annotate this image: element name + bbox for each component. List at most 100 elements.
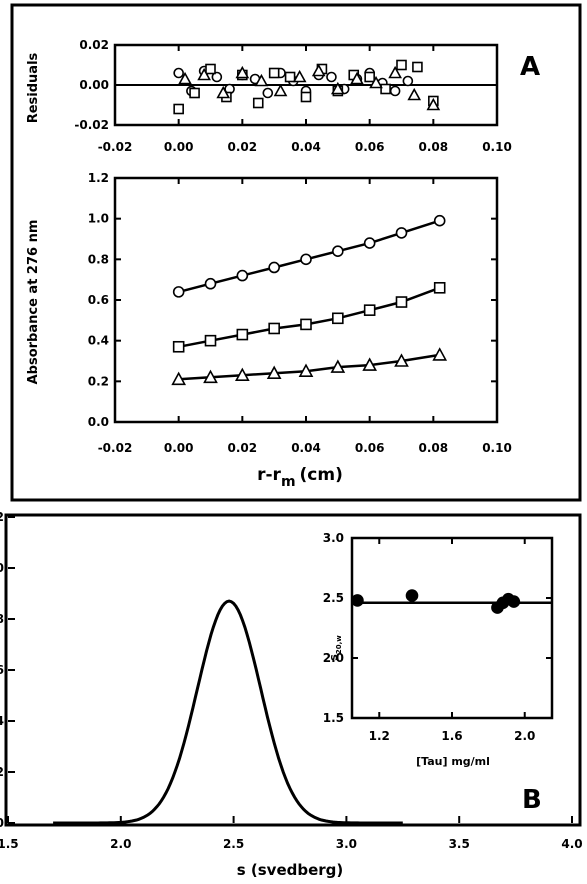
distribution-ytick-label: 6 bbox=[0, 663, 4, 677]
residuals-xtick-label: 0.10 bbox=[482, 140, 512, 154]
inset-xlabel: [Tau] mg/ml bbox=[416, 755, 490, 768]
inset-point bbox=[507, 595, 521, 608]
absorbance-point-circle bbox=[300, 253, 312, 266]
inset-ylabel: s20,w bbox=[327, 635, 343, 661]
absorbance-point-square bbox=[236, 328, 249, 341]
absorbance-point-square bbox=[332, 312, 344, 325]
distribution-xtick-label: 3.5 bbox=[449, 837, 470, 851]
absorbance-point-square bbox=[363, 304, 376, 316]
absorbance-point-triangle bbox=[432, 347, 448, 361]
inset-ytick-label: 2.0 bbox=[323, 651, 344, 665]
residual-point-triangle bbox=[178, 71, 192, 85]
panel-a-frame bbox=[10, 3, 582, 502]
residuals-xtick-label: 0.06 bbox=[355, 140, 385, 154]
residuals-xtick-label: 0.04 bbox=[291, 140, 321, 154]
residual-point-square bbox=[268, 67, 280, 79]
residual-point-triangle bbox=[388, 65, 402, 79]
residuals-xtick-label: 0.02 bbox=[228, 140, 258, 154]
residual-point-circle bbox=[402, 75, 414, 87]
plot-layer: -0.02 0.00 0.02 0.04 0.06 0.08 0.100.020.00-0.… bbox=[0, 38, 583, 851]
absorbance-point-square bbox=[204, 334, 217, 347]
xlabel-unit: (cm) bbox=[300, 465, 343, 485]
residual-point-square bbox=[380, 83, 391, 95]
residuals-ylabel: Residuals bbox=[26, 52, 41, 123]
residual-point-circle bbox=[211, 71, 223, 83]
absorbance-point-square bbox=[433, 281, 446, 294]
residual-point-square bbox=[412, 61, 423, 73]
residual-point-square bbox=[173, 103, 184, 115]
residuals-ytick-label: 0.02 bbox=[79, 38, 109, 52]
absorbance-xtick-label: 0.06 bbox=[355, 441, 385, 455]
distribution-xtick-label: 2.5 bbox=[223, 837, 244, 851]
residual-point-triangle bbox=[235, 65, 250, 79]
distribution-ytick-label: 0 bbox=[0, 816, 4, 830]
absorbance-point-square bbox=[395, 296, 408, 308]
inset-ytick-label: 2.5 bbox=[323, 591, 344, 605]
distribution-ytick-label: 2 bbox=[0, 765, 4, 779]
absorbance-point-circle bbox=[332, 245, 344, 257]
xlabel-sub: m bbox=[281, 474, 296, 490]
inset-xtick-label: 1.2 bbox=[369, 729, 390, 743]
inset-ylabel-main: s bbox=[327, 654, 340, 661]
distribution-ytick-label: 0 bbox=[0, 561, 4, 575]
absorbance-ytick-label: 0.0 bbox=[88, 415, 109, 429]
distribution-ytick-label: 4 bbox=[0, 714, 4, 728]
absorbance-point-triangle bbox=[234, 367, 250, 382]
residual-point-square bbox=[284, 71, 296, 83]
residuals-ytick-label: 0.00 bbox=[79, 78, 109, 92]
absorbance-xtick-label: -0.02 bbox=[98, 441, 133, 455]
absorbance-point-square bbox=[172, 340, 185, 353]
residuals-xtick-label: 0.08 bbox=[419, 140, 449, 154]
absorbance-ytick-label: 0.8 bbox=[88, 252, 109, 266]
residual-point-square bbox=[364, 71, 375, 83]
distribution-xtick-label: 2.0 bbox=[110, 837, 131, 851]
distribution-xtick-label: 1.5 bbox=[0, 837, 19, 851]
absorbance-point-circle bbox=[363, 237, 376, 249]
residual-point-square bbox=[189, 87, 200, 99]
inset-xtick-label: 1.6 bbox=[441, 729, 462, 743]
residual-point-triangle bbox=[407, 87, 422, 101]
absorbance-xtick-label: 0.00 bbox=[164, 441, 194, 455]
absorbance-xtick-label: 0.02 bbox=[228, 441, 258, 455]
inset-ytick-label: 3.0 bbox=[323, 531, 344, 545]
absorbance-point-square bbox=[300, 318, 312, 331]
residual-point-square bbox=[300, 91, 312, 103]
absorbance-xtick-label: 0.04 bbox=[291, 441, 321, 455]
residual-point-square bbox=[396, 59, 407, 71]
residual-point-square bbox=[205, 63, 216, 75]
absorbance-xlabel: r-rm (cm) bbox=[257, 465, 343, 490]
residual-point-triangle bbox=[273, 83, 288, 97]
residuals-xtick-label: -0.02 bbox=[98, 140, 133, 154]
inset-point bbox=[405, 589, 419, 602]
residual-point-triangle bbox=[292, 69, 307, 83]
inset-point bbox=[351, 594, 364, 607]
residual-point-triangle bbox=[254, 73, 269, 87]
distribution-ytick-label: 8 bbox=[0, 612, 4, 626]
residual-point-square bbox=[252, 97, 264, 109]
xlabel-main: r-r bbox=[257, 465, 281, 485]
distribution-curve bbox=[53, 599, 403, 825]
residual-point-circle bbox=[326, 71, 337, 83]
absorbance-xtick-label: 0.08 bbox=[419, 441, 449, 455]
residual-point-circle bbox=[262, 87, 274, 99]
absorbance-point-triangle bbox=[266, 365, 282, 380]
absorbance-point-triangle bbox=[394, 353, 409, 367]
absorbance-ylabel: Absorbance at 276 nm bbox=[26, 220, 41, 385]
panel-b-frame bbox=[4, 513, 582, 827]
inset-ytick-label: 1.5 bbox=[323, 711, 344, 725]
panel-a-label: A bbox=[520, 52, 540, 82]
distribution-ytick-label: 2 bbox=[0, 510, 4, 524]
absorbance-ytick-label: 1.0 bbox=[88, 212, 109, 226]
residual-point-triangle bbox=[426, 97, 441, 111]
distribution-xtick-label: 3.0 bbox=[336, 837, 357, 851]
absorbance-point-circle bbox=[395, 227, 408, 239]
absorbance-point-circle bbox=[433, 214, 446, 227]
distribution-xlabel: s (svedberg) bbox=[237, 861, 344, 879]
distribution-xtick-label: 4.0 bbox=[561, 837, 582, 851]
absorbance-point-triangle bbox=[171, 371, 187, 386]
absorbance-ytick-label: 0.6 bbox=[88, 293, 109, 307]
residual-point-triangle bbox=[197, 67, 211, 81]
residual-point-circle bbox=[173, 67, 184, 79]
inset-axes-box bbox=[350, 536, 554, 720]
